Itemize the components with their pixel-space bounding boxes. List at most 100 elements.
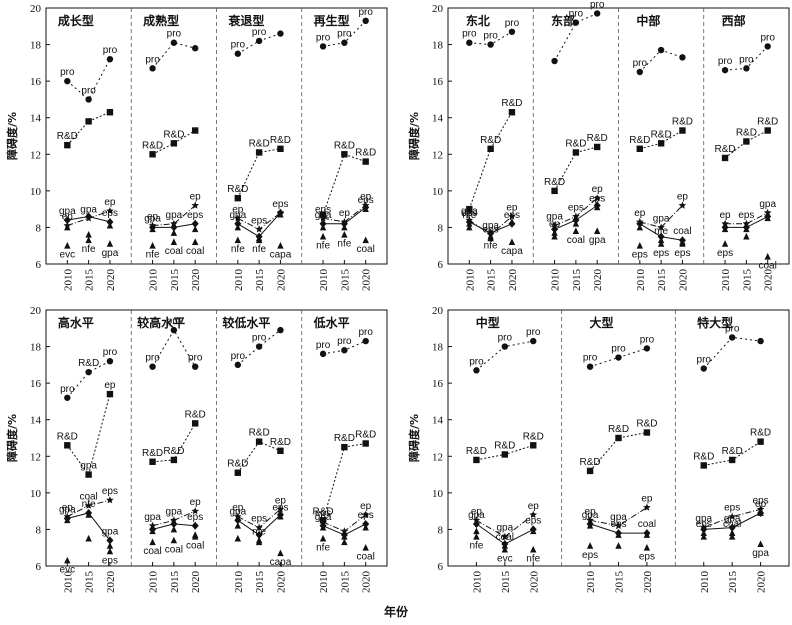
data-point-pro [64, 77, 71, 85]
point-label: nfe [484, 241, 498, 252]
data-point-eps [657, 236, 665, 244]
point-label: pro [505, 18, 520, 29]
data-point-pro [764, 43, 771, 50]
data-point-eps [170, 525, 178, 533]
data-point-ep [255, 523, 263, 531]
data-point-eps [743, 225, 750, 233]
point-label: R&D [142, 448, 163, 459]
x-tick-label: 2020 [275, 269, 287, 292]
point-label: R&D [249, 138, 270, 149]
point-label: pro [358, 7, 373, 18]
data-point-pro [572, 19, 580, 26]
data-point-nfe [636, 242, 644, 249]
data-point-pro [487, 41, 494, 48]
group-title: 衰退型 [227, 13, 264, 28]
point-label: gpa [724, 514, 741, 525]
data-point-rd [85, 471, 92, 478]
x-tick-label: 2020 [528, 571, 540, 594]
point-label: nfe [316, 241, 330, 252]
data-point-rd [530, 442, 537, 449]
data-point-ep [501, 532, 509, 540]
data-point-rd [721, 154, 729, 162]
y-tick-label: 20 [30, 3, 42, 15]
point-label: ep [104, 197, 116, 208]
y-axis-label: 障碍度/% [407, 112, 421, 160]
data-point-rd [757, 438, 764, 445]
data-point-rd [234, 469, 242, 476]
data-point-pro [234, 361, 242, 369]
point-label: gpa [229, 506, 246, 517]
point-label: R&D [501, 98, 522, 109]
data-point-ep [191, 201, 199, 209]
data-point-rd [473, 456, 480, 464]
point-label: evc [60, 250, 76, 261]
point-label: eps [102, 555, 118, 566]
point-label: R&D [249, 428, 270, 439]
y-tick-label: 12 [30, 451, 41, 463]
data-point-nfe [362, 544, 369, 551]
data-point-eps [530, 527, 537, 535]
point-label: nfe [654, 226, 668, 237]
point-label: eps [674, 248, 690, 259]
y-tick-label: 14 [30, 415, 42, 427]
data-point-ep [106, 496, 114, 504]
data-point-ep [728, 512, 736, 520]
point-label: pro [60, 384, 75, 395]
point-label: coal [357, 244, 375, 255]
data-point-pro [657, 46, 665, 54]
data-point-ep [234, 512, 242, 520]
point-label: eps [738, 210, 754, 221]
x-tick-label: 2015 [169, 269, 181, 292]
y-axis-label: 障碍度/% [5, 414, 19, 462]
x-tick-label: 2015 [84, 269, 96, 292]
point-label: pro [167, 29, 182, 40]
data-point-ep [721, 219, 729, 227]
point-label: pro [231, 351, 246, 362]
point-label: R&D [757, 117, 778, 128]
data-point-nfe [191, 238, 199, 245]
data-point-ep [756, 505, 765, 513]
data-point-ep [657, 223, 665, 231]
point-label: R&D [629, 135, 650, 146]
data-point-pro [319, 43, 327, 50]
point-label: gpa [80, 461, 97, 472]
x-tick-label: 2015 [727, 571, 739, 594]
point-label: coal [638, 519, 656, 530]
y-tick-label: 16 [432, 76, 444, 88]
point-label: nfe [146, 250, 160, 261]
x-tick-label: 2010 [720, 269, 732, 292]
x-tick-label: 2020 [105, 571, 117, 594]
point-label: pro [252, 333, 267, 344]
x-tick-label: 2015 [339, 571, 351, 594]
point-label: eps [632, 250, 648, 261]
group-title: 高水平 [58, 315, 94, 330]
point-label: eps [272, 199, 288, 210]
data-point-pro [106, 56, 114, 63]
point-label: pro [252, 27, 267, 38]
point-label: R&D [355, 429, 376, 440]
data-point-rd [679, 127, 686, 134]
data-point-ep [340, 527, 349, 535]
y-tick-label: 6 [438, 259, 444, 271]
x-tick-label: 2010 [233, 269, 245, 292]
data-point-eps [700, 529, 707, 536]
point-label: gpa [144, 213, 161, 224]
series-line-rd [322, 153, 366, 215]
point-label: eps [251, 215, 267, 226]
y-tick-label: 10 [432, 488, 444, 500]
y-tick-label: 20 [432, 3, 444, 15]
point-label: coal [186, 246, 204, 257]
point-label: ep [755, 499, 767, 510]
data-point-pro [255, 343, 263, 350]
data-point-nfe [757, 540, 764, 547]
point-label: evc [60, 565, 76, 576]
data-point-pro [170, 326, 178, 334]
point-label: pro [462, 29, 477, 40]
data-point-nfe [643, 544, 651, 551]
point-label: R&D [185, 409, 206, 420]
data-point-pro [636, 68, 644, 76]
data-point-eps [170, 229, 178, 236]
y-tick-label: 14 [30, 113, 42, 125]
